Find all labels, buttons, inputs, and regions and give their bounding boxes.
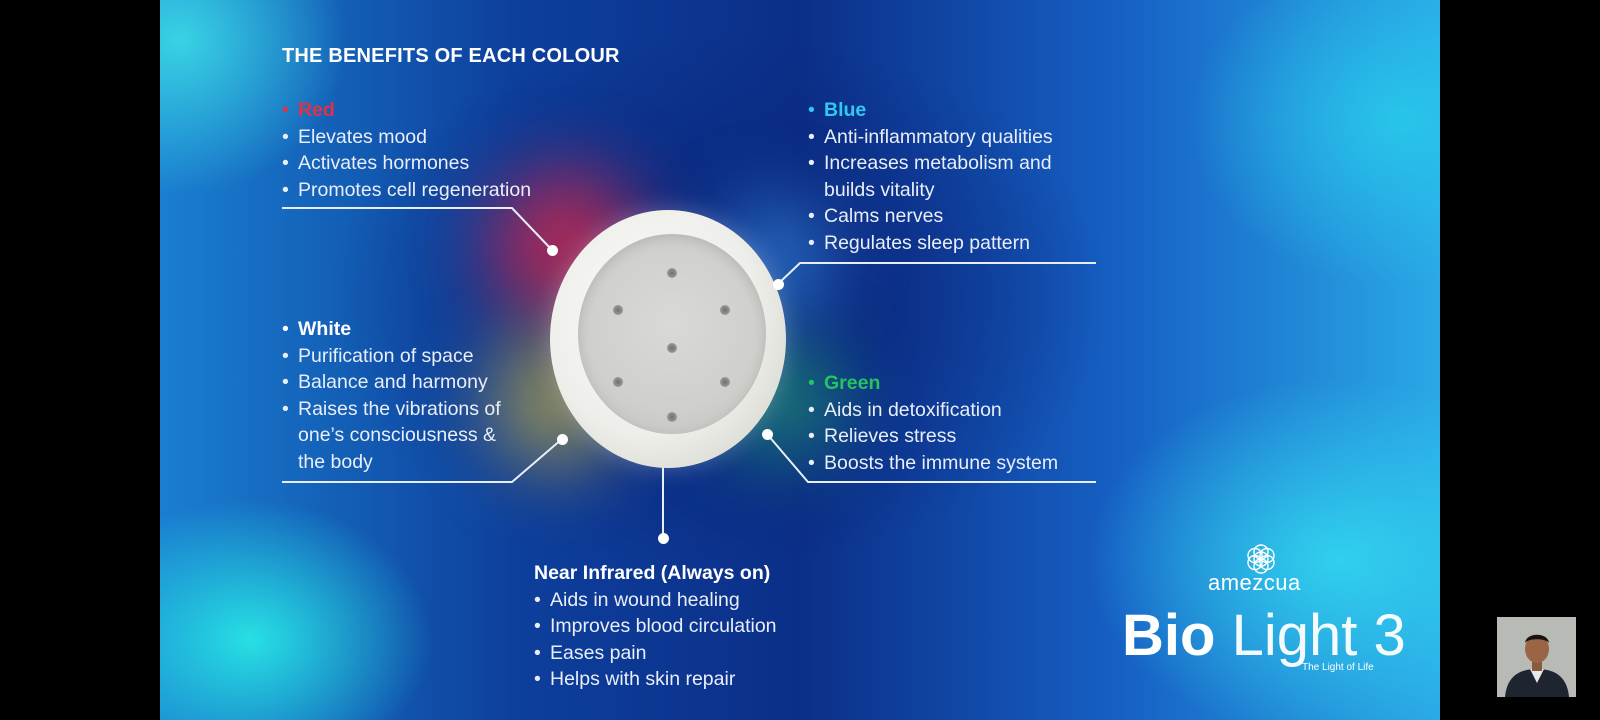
biolight-device-image [550,210,786,468]
list-item: Purification of space [298,344,474,367]
list-item: Helps with skin repair [550,668,736,690]
list-item: Boosts the immune system [824,451,1059,474]
device-led-face [578,234,766,434]
blue-benefits: • Blue • Anti-inflammatory qualities • Incr… [808,97,1053,256]
product-name: Bio Light 3 [1122,602,1406,669]
list-item: Increases metabolism and [824,152,1052,174]
list-item: Calms nerves [824,205,944,227]
green-heading: Green [824,372,881,394]
product-tagline: The Light of Life [1302,662,1374,673]
connector-dot [658,533,669,544]
white-benefits: • White • Purification of space • Balance a… [282,316,501,475]
presenter-avatar [1497,617,1576,697]
list-item: Anti-inflammatory qualities [824,125,1053,148]
list-item: Aids in detoxification [824,398,1002,421]
connector-dot [762,429,773,440]
list-item: Raises the vibrations of [298,397,501,420]
white-heading: White [298,318,352,340]
green-benefits: • Green • Aids in detoxification • Relieves… [808,370,1058,476]
led-icon [720,305,730,315]
list-item: builds vitality [824,178,935,201]
led-icon [667,343,677,353]
presenter-video-thumbnail[interactable] [1497,617,1576,697]
list-item: Balance and harmony [298,371,488,393]
blue-heading: Blue [824,99,867,121]
list-item: one’s consciousness & [298,424,497,446]
flower-of-life-icon [1247,544,1275,574]
led-icon [720,377,730,387]
led-icon [613,305,623,315]
list-item: Improves blood circulation [550,615,777,637]
list-item: Aids in wound healing [550,588,740,611]
brand-logo-text: amezcua [1208,570,1301,595]
infrared-benefits: Near Infrared (Always on) • Aids in wound… [534,560,777,693]
list-item: Relieves stress [824,425,957,447]
led-icon [613,377,623,387]
led-icon [667,412,677,422]
list-item: Elevates mood [298,125,427,148]
connector-dot [557,434,568,445]
product-name-bold: Bio [1122,603,1216,668]
list-item: Activates hormones [298,152,470,174]
connector-dot [547,245,558,256]
slide-title: THE BENEFITS OF EACH COLOUR [282,45,620,67]
list-item: Eases pain [550,641,647,664]
product-name-light: Light 3 [1231,603,1406,668]
list-item: Promotes cell regeneration [298,178,532,201]
led-icon [667,268,677,278]
connector-dot [773,279,784,290]
presentation-slide: THE BENEFITS OF EACH COLOUR • Red • Elevat… [160,0,1440,720]
red-heading: Red [298,99,335,121]
red-benefits: • Red • Elevates mood • Activates hormones … [282,97,531,203]
list-item: Regulates sleep pattern [824,231,1030,254]
infrared-heading: Near Infrared (Always on) [534,562,771,584]
list-item: the body [298,450,373,473]
